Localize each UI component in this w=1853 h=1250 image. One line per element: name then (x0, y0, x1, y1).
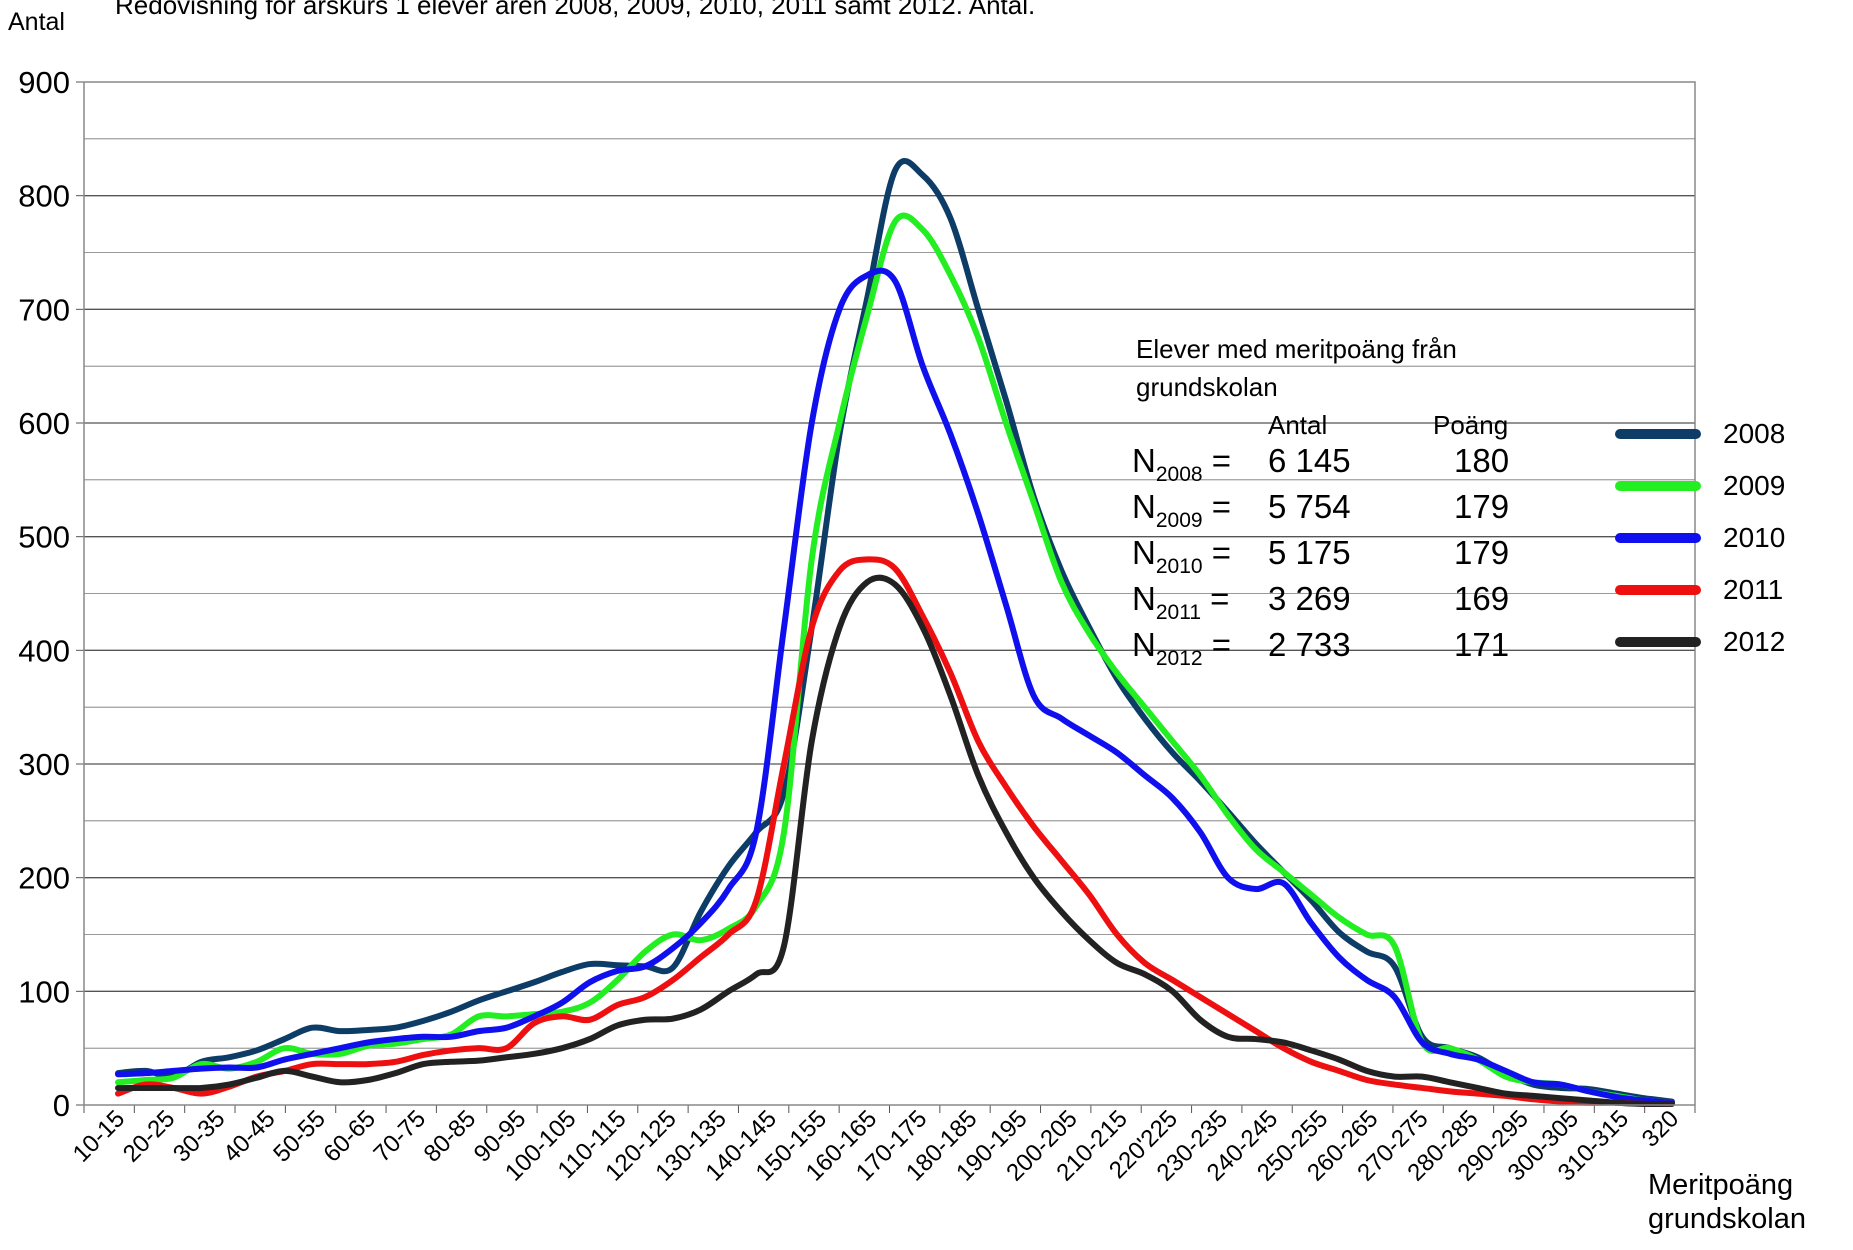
stats-row-label: N (1132, 626, 1156, 663)
series-line-2010 (115, 267, 1675, 1106)
stats-row-antal: 5 175 (1268, 534, 1351, 571)
stats-row-label: N (1132, 442, 1156, 479)
x-tick-label: 20-25 (118, 1105, 181, 1168)
stats-row-eq: = (1202, 442, 1232, 479)
stats-row: N2010 = (1132, 534, 1231, 579)
x-tick-label: 60-65 (318, 1105, 381, 1168)
x-tick-label: 50-55 (268, 1105, 331, 1168)
stats-row-year: 2012 (1155, 647, 1203, 670)
x-tick-label: 70-75 (369, 1105, 432, 1168)
legend-swatch (1615, 585, 1701, 595)
y-tick-label: 600 (18, 406, 70, 441)
stats-row-antal: 2 733 (1268, 626, 1351, 663)
y-axis-label: Antal (8, 8, 65, 36)
stats-box: Elever med meritpoäng från grundskolan A… (1128, 330, 1598, 670)
gridlines (84, 138, 1695, 1049)
y-tick-label: 700 (18, 292, 70, 327)
y-tick-label: 400 (18, 633, 70, 668)
legend-label: 2009 (1723, 470, 1786, 501)
stats-row-eq: = (1202, 626, 1232, 663)
stats-row-poang: 179 (1454, 488, 1510, 525)
legend-label: 2010 (1723, 522, 1786, 553)
legend-item: 2010 (1615, 522, 1785, 554)
legend-label: 2012 (1723, 626, 1786, 657)
x-tick-label: 40-45 (218, 1105, 281, 1168)
stats-row-antal: 6 145 (1268, 442, 1351, 479)
x-tick-label: 80-85 (419, 1105, 482, 1168)
stats-row: N2009 = (1132, 488, 1231, 533)
y-tick-label: 100 (18, 974, 70, 1009)
stats-row-poang: 171 (1454, 626, 1510, 663)
y-tick-label: 300 (18, 747, 70, 782)
stats-row-poang: 179 (1454, 534, 1510, 571)
stats-heading: Elever med meritpoäng från grundskolan (1136, 334, 1457, 402)
stats-row-year: 2009 (1155, 509, 1203, 532)
series-line-2012 (115, 574, 1675, 1107)
y-tick-label: 900 (18, 65, 70, 100)
y-tick-label: 0 (53, 1088, 70, 1123)
y-tick-labels: 0 100 200 300 400 500 600 700 800 900 (18, 65, 84, 1123)
stats-row-poang: 169 (1454, 580, 1510, 617)
y-tick-label: 200 (18, 861, 70, 896)
legend-swatch (1615, 481, 1701, 491)
series-line-2011 (115, 556, 1675, 1107)
stats-row-year: 2010 (1155, 555, 1203, 578)
stats-row-eq: = (1202, 534, 1232, 571)
y-tick-label: 500 (18, 520, 70, 555)
legend-swatch (1615, 533, 1701, 543)
legend-item: 2012 (1615, 626, 1785, 658)
stats-row-year: 2008 (1155, 463, 1203, 486)
stats-row-year: 2011 (1155, 601, 1202, 624)
legend-swatch (1615, 429, 1701, 439)
legend-item: 2009 (1615, 470, 1785, 502)
legend-swatch (1615, 637, 1701, 647)
x-tick-label: 30-35 (168, 1105, 231, 1168)
legend-label: 2008 (1723, 418, 1786, 449)
chart-title: Redovisning för årskurs 1 elever åren 20… (115, 0, 1035, 20)
stats-row: N2012 = (1132, 626, 1231, 671)
stats-col-poang: Poäng (1433, 410, 1509, 440)
x-tick-labels: 10-1520-2530-3540-4550-5560-6570-7580-85… (68, 1105, 1696, 1187)
stats-row-antal: 5 754 (1268, 488, 1351, 525)
series-line-2009 (115, 212, 1675, 1106)
stats-row-antal: 3 269 (1268, 580, 1351, 617)
y-tick-label: 800 (18, 179, 70, 214)
stats-row: N2011 = (1132, 580, 1229, 625)
stats-row-label: N (1132, 580, 1156, 617)
x-axis-label-text: Meritpoäng grundskolan (1648, 1169, 1806, 1235)
stats-col-antal: Antal (1268, 410, 1328, 440)
x-axis-label: Meritpoäng grundskolan (1648, 1168, 1853, 1236)
stats-row-eq: = (1201, 580, 1230, 617)
x-tick-label: 320 (1637, 1105, 1684, 1152)
stats-row-eq: = (1202, 488, 1232, 525)
legend-item: 2008 (1615, 418, 1785, 450)
series-line-2008 (115, 158, 1675, 1105)
stats-row-poang: 180 (1454, 442, 1510, 479)
stats-row-label: N (1132, 488, 1156, 525)
stats-row: N2008 = (1132, 442, 1231, 487)
x-tick-label: 10-15 (68, 1105, 131, 1168)
stats-row-label: N (1132, 534, 1156, 571)
legend-item: 2011 (1615, 574, 1783, 606)
series-lines (115, 158, 1675, 1107)
legend-label: 2011 (1723, 574, 1784, 605)
